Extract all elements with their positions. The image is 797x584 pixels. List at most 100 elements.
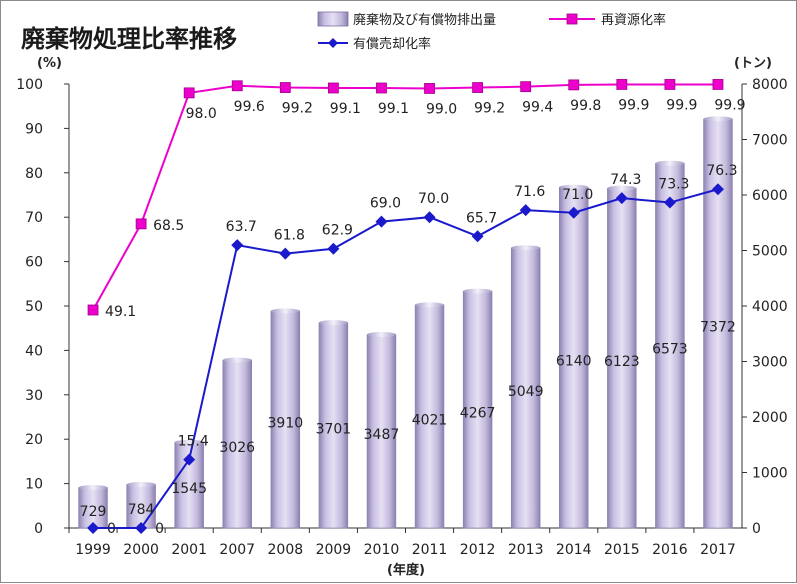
right-axis-unit: (トン) (734, 56, 772, 71)
x-tick-label: 2009 (316, 542, 352, 558)
series-2-label: 73.3 (658, 177, 689, 193)
bar-value-label: 6123 (604, 354, 640, 370)
diamond-marker (423, 211, 436, 224)
right-tick-label: 5000 (752, 244, 788, 260)
diamond-marker (375, 215, 388, 228)
square-marker (424, 83, 435, 94)
legend-square-icon (566, 13, 578, 25)
left-tick-label: 40 (25, 343, 43, 359)
x-tick-label: 2010 (364, 542, 400, 558)
x-tick-label: 2008 (268, 542, 304, 558)
diamond-marker (183, 453, 196, 466)
diamond-marker (711, 183, 724, 196)
series-2-label: 74.3 (610, 172, 641, 188)
series-1-label: 68.5 (153, 218, 184, 234)
series-1-label: 99.9 (714, 97, 745, 113)
series-2-label: 76.3 (706, 163, 737, 179)
x-tick-label: 2016 (652, 542, 688, 558)
series-1-label: 99.4 (522, 100, 553, 116)
left-tick-label: 60 (25, 255, 43, 271)
right-tick-label: 6000 (752, 188, 788, 204)
bar-top (78, 485, 108, 491)
square-marker (472, 82, 484, 93)
left-tick-label: 20 (25, 432, 43, 448)
bar-value-label: 5049 (508, 384, 544, 400)
square-marker (664, 79, 676, 90)
bar-value-label: 6573 (652, 342, 688, 358)
left-tick-label: 50 (25, 299, 43, 315)
left-tick-label: 30 (25, 388, 43, 404)
left-tick-label: 10 (25, 477, 43, 493)
left-tick-label: 80 (25, 166, 43, 182)
legend-bar-swatch (317, 11, 349, 27)
bar-value-label: 7372 (700, 319, 736, 335)
bar (222, 359, 252, 529)
legend: 廃棄物及び有償物排出量 再資源化率 有償売却化率 (317, 11, 666, 52)
bar (510, 247, 541, 529)
left-tick-label: 0 (34, 521, 43, 537)
right-tick-label: 1000 (752, 466, 788, 482)
bar-top (463, 288, 493, 294)
x-tick-label: 2000 (123, 542, 159, 558)
diamond-marker (567, 206, 580, 219)
bar-value-label: 3910 (268, 415, 304, 431)
series-1-label: 49.1 (105, 304, 136, 320)
bar (462, 290, 493, 529)
square-marker (327, 82, 339, 94)
left-tick-label: 70 (25, 210, 43, 226)
square-marker (568, 79, 580, 91)
series-1-label: 99.0 (426, 101, 457, 117)
square-marker (279, 82, 291, 93)
x-tick-label: 2007 (219, 542, 255, 558)
bar (366, 334, 397, 529)
right-tick-label: 3000 (752, 355, 788, 371)
series-2-label: 0 (155, 521, 164, 537)
bar (78, 487, 108, 529)
right-tick-label: 2000 (752, 410, 788, 426)
series-line-1 (92, 83, 718, 311)
square-marker (520, 81, 532, 93)
x-tick-label: 2013 (508, 542, 544, 558)
bar-top (270, 308, 300, 314)
bar (318, 322, 349, 529)
series-1-label: 99.9 (666, 97, 697, 113)
legend-label-recycle: 再資源化率 (601, 12, 666, 28)
diamond-marker (663, 196, 676, 209)
square-marker (712, 79, 724, 90)
diamond-marker (327, 242, 340, 255)
series-2-label: 71.6 (514, 184, 545, 200)
diamond-marker (279, 247, 292, 260)
series-2-label: 71.0 (562, 187, 593, 203)
left-axis-unit: (%) (37, 56, 62, 71)
bar-value-label: 3487 (364, 427, 400, 443)
x-tick-label: 2017 (700, 542, 736, 558)
x-tick-label: 2012 (460, 542, 496, 558)
diamond-marker (471, 230, 484, 243)
x-tick-label: 2011 (412, 542, 448, 558)
left-tick-label: 100 (16, 77, 43, 93)
bar-top (222, 357, 252, 363)
right-tick-label: 4000 (752, 299, 788, 315)
legend-label-discharge: 廃棄物及び有償物排出量 (353, 12, 496, 28)
x-tick-label: 1999 (75, 542, 111, 558)
square-marker (183, 87, 195, 99)
bar-value-label: 4021 (412, 412, 448, 428)
bar-top (367, 331, 396, 337)
bar-top (511, 245, 541, 251)
diamond-marker (519, 204, 532, 217)
bar-value-label: 3701 (316, 421, 352, 437)
bar-value-label: 4267 (460, 406, 496, 422)
x-tick-label: 2015 (604, 542, 640, 558)
series-1-label: 99.1 (378, 101, 409, 117)
series-1-label: 99.2 (474, 101, 505, 117)
legend-diamond-icon (328, 38, 338, 48)
series-1-label: 99.8 (570, 98, 601, 114)
left-tick-label: 90 (25, 121, 43, 137)
diamond-marker (87, 522, 100, 534)
chart-title: 廃棄物処理比率推移 (21, 25, 237, 53)
series-2-label: 62.9 (322, 223, 353, 239)
series-2-label: 15.4 (178, 434, 209, 450)
square-marker (231, 80, 243, 92)
